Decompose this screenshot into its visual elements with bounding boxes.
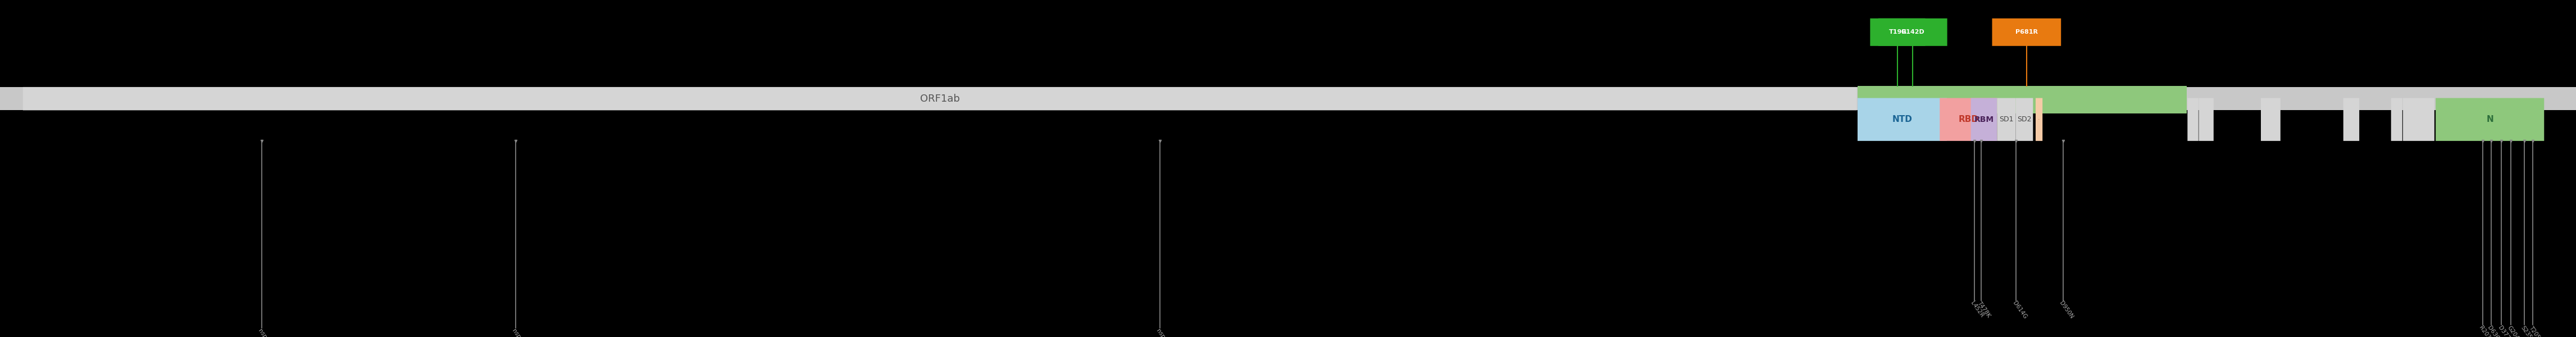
FancyBboxPatch shape [1940,98,1996,141]
Text: NTD: NTD [1893,115,1911,124]
Text: D377Y: D377Y [2496,325,2512,337]
FancyBboxPatch shape [2200,98,2213,141]
FancyBboxPatch shape [1857,98,1947,141]
Text: RBD: RBD [1958,115,1978,124]
FancyBboxPatch shape [2437,98,2545,141]
FancyBboxPatch shape [2344,98,2360,141]
FancyBboxPatch shape [2017,98,2032,141]
Text: R203M: R203M [2478,325,2494,337]
Text: ORF1ab: ORF1ab [920,94,961,104]
Text: T19R: T19R [1888,29,1906,35]
Text: D614G: D614G [2012,300,2027,320]
Text: P681R: P681R [2014,29,2038,35]
FancyBboxPatch shape [2262,98,2280,141]
Text: N: N [2486,115,2494,124]
Bar [0,87,2576,110]
Text: G204R: G204R [2506,325,2522,337]
Text: S235F: S235F [2519,325,2535,337]
FancyBboxPatch shape [1971,98,1996,141]
Text: T478K: T478K [1976,300,1991,318]
FancyBboxPatch shape [1878,19,1947,46]
Text: SD1: SD1 [1999,116,2014,123]
FancyBboxPatch shape [2187,98,2197,141]
FancyBboxPatch shape [2391,98,2403,141]
Text: G142D: G142D [1901,29,1924,35]
Text: nsp3 P1228L: nsp3 P1228L [258,328,283,337]
Text: nsp12 P323L: nsp12 P323L [1157,328,1182,337]
Text: D950N: D950N [2058,300,2074,320]
Text: SD2: SD2 [2017,116,2032,123]
FancyBboxPatch shape [2035,98,2043,141]
Text: T205I: T205I [2527,325,2543,337]
Text: D63G: D63G [2486,325,2501,337]
Text: L452R: L452R [1971,300,1984,318]
Text: RBM: RBM [1973,116,1994,123]
FancyBboxPatch shape [2403,98,2434,141]
FancyBboxPatch shape [1991,19,2061,46]
Text: nsp3 A1711V: nsp3 A1711V [510,328,538,337]
FancyBboxPatch shape [1870,19,1924,46]
FancyBboxPatch shape [1996,98,2017,141]
FancyBboxPatch shape [23,87,1857,110]
Bar [1857,86,2187,113]
